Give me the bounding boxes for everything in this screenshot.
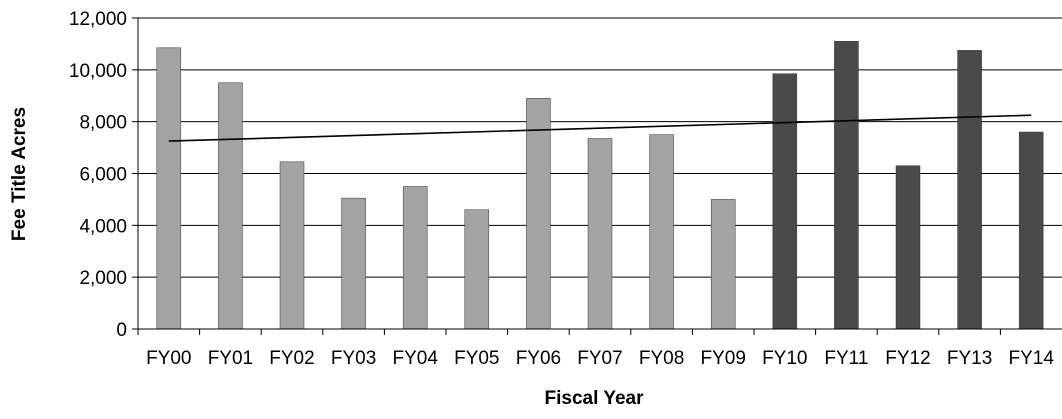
x-tick-label: FY03 — [331, 348, 376, 369]
y-axis-title: Fee Title Acres — [9, 107, 30, 241]
y-tick-label: 2,000 — [79, 268, 127, 289]
bar-fy07 — [587, 138, 613, 330]
bar-fy12 — [895, 165, 921, 330]
bars — [156, 41, 1044, 330]
y-tick-label: 12,000 — [69, 9, 127, 30]
x-tick-label: FY04 — [392, 348, 438, 369]
x-tick-label: FY06 — [516, 348, 561, 369]
y-tick-label: 0 — [116, 320, 127, 341]
trendline-group — [168, 114, 1032, 142]
bar-fy00 — [156, 47, 182, 330]
x-tick-label: FY12 — [885, 348, 930, 369]
y-tick-label: 8,000 — [79, 113, 127, 134]
x-tick-label: FY14 — [1008, 348, 1054, 369]
bar-fy05 — [464, 209, 490, 330]
x-tick-label: FY01 — [208, 348, 253, 369]
x-tick-label: FY07 — [577, 348, 622, 369]
x-tick-label: FY02 — [269, 348, 314, 369]
y-tick-label: 10,000 — [69, 61, 127, 82]
x-tick-label: FY13 — [947, 348, 992, 369]
bar-fy13 — [957, 50, 982, 330]
y-tick-label: 6,000 — [79, 165, 127, 186]
x-tick-label: FY00 — [146, 348, 191, 369]
bar-fy01 — [218, 82, 243, 330]
axes — [132, 17, 1062, 335]
bar-fy06 — [526, 98, 551, 330]
y-tick-label: 4,000 — [79, 216, 127, 237]
x-axis-title: Fiscal Year — [545, 388, 645, 409]
bar-fy04 — [402, 186, 428, 330]
bar-fy10 — [772, 73, 798, 330]
trendline — [168, 114, 1032, 142]
bar-fy08 — [649, 134, 674, 330]
bar-fy14 — [1018, 131, 1044, 330]
bar-fy02 — [279, 161, 305, 330]
x-tick-label: FY09 — [700, 348, 745, 369]
x-tick-label: FY05 — [454, 348, 499, 369]
bar-fy03 — [341, 197, 366, 330]
bar-fy09 — [710, 199, 736, 330]
tick-labels: 0 2,000 4,000 6,000 8,000 10,000 12,000 FY00 FY0… — [69, 9, 1054, 369]
x-tick-label: FY10 — [762, 348, 807, 369]
x-tick-label: FY11 — [824, 348, 868, 369]
x-tick-label: FY08 — [639, 348, 684, 369]
bar-fy11 — [834, 41, 859, 330]
